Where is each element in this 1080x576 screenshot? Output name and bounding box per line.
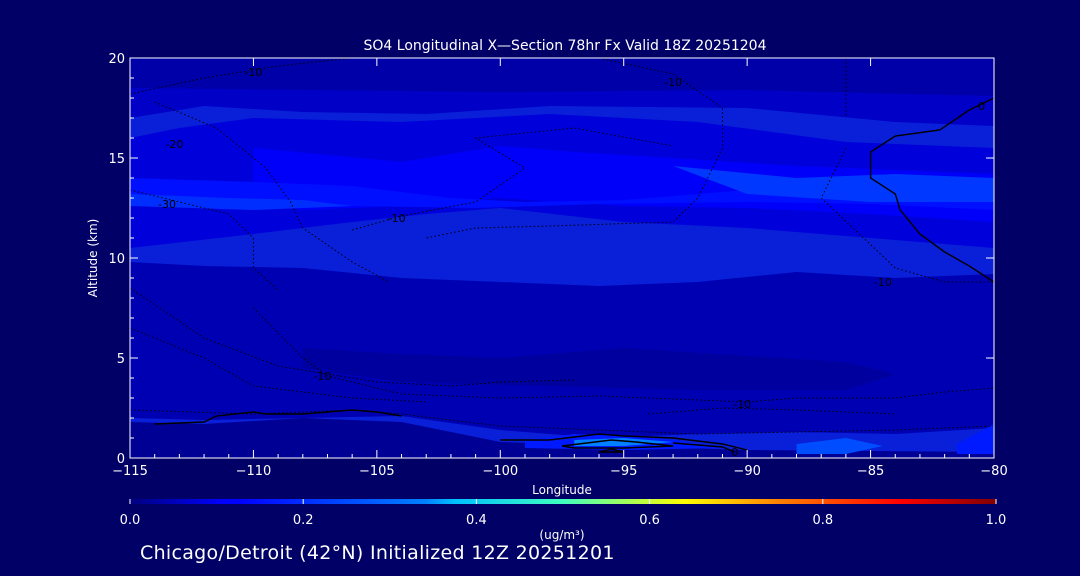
contour-label-3: -20 [165, 138, 183, 151]
x-tick-label-1: −110 [236, 464, 272, 479]
contour-label-5: -10 [874, 276, 892, 289]
concentration-band-4 [130, 178, 994, 210]
contour-line-5 [820, 147, 994, 283]
contour-line-16 [598, 448, 624, 453]
concentration-band-5 [130, 194, 353, 210]
contour-line-12 [869, 97, 994, 283]
contour-line-17 [673, 442, 736, 453]
x-tick-label-0: −115 [112, 464, 148, 479]
contour-line-10 [130, 409, 994, 435]
x-tick-label-2: −105 [359, 464, 395, 479]
concentration-band-9 [130, 418, 994, 458]
contour-label-7: -10 [314, 370, 332, 383]
contour-label-0: -10 [244, 66, 262, 79]
contour-lines [130, 58, 994, 453]
x-tick-label-3: −100 [482, 464, 518, 479]
y-tick-label-1: 5 [117, 352, 125, 367]
x-tick-label-5: −90 [733, 464, 760, 479]
concentration-fills [130, 58, 994, 458]
colorbar-tick-label-1: 0.2 [293, 513, 314, 528]
x-tick-label-6: −85 [857, 464, 884, 479]
contour-label-8: -10 [733, 398, 751, 411]
contour-line-15 [561, 439, 674, 449]
contour-line-13 [154, 409, 402, 425]
contour-line-3 [154, 101, 390, 283]
contour-line-11 [130, 327, 427, 403]
chart-title: SO4 Longitudinal X—Section 78hr Fx Valid… [364, 38, 767, 54]
contour-label-2: -10 [388, 212, 406, 225]
colorbar-tick-label-4: 0.8 [812, 513, 833, 528]
colorbar [130, 499, 996, 504]
y-tick-label-0: 0 [117, 452, 125, 467]
x-tick-label-4: −95 [610, 464, 637, 479]
contour-label-12: 0 [978, 100, 985, 113]
x-tick-label-7: −80 [980, 464, 1007, 479]
x-axis-label: Longitude [532, 483, 592, 497]
concentration-band-12 [796, 438, 883, 454]
y-tick-label-4: 20 [108, 52, 125, 67]
concentration-band-6 [673, 166, 994, 202]
colorbar-tick-label-3: 0.6 [639, 513, 660, 528]
colorbar-units-label: (ug/m³) [539, 528, 584, 542]
y-tick-label-3: 15 [108, 152, 125, 167]
y-axis-ticks: 0 5 10 15 20 [108, 52, 994, 467]
contour-line-0 [130, 58, 353, 95]
concentration-band-7 [130, 262, 994, 438]
contour-line-9 [130, 287, 575, 387]
colorbar-tick-label-5: 1.0 [986, 513, 1007, 528]
x-axis-ticks: −115 −110 −105 −100 −95 −90 −85 −80 [112, 58, 1008, 479]
concentration-band-0 [130, 58, 994, 98]
concentration-band-1 [130, 88, 994, 126]
contour-label-17: 0 [731, 446, 738, 459]
contour-line-8 [648, 407, 896, 415]
concentration-band-8 [302, 348, 896, 390]
colorbar-tick-label-2: 0.4 [466, 513, 487, 528]
y-axis-label: Altitude (km) [86, 219, 100, 298]
colorbar-ticks: 0.0 0.2 0.4 0.6 0.8 1.0 [120, 499, 1007, 528]
contour-label-4: -30 [158, 198, 176, 211]
colorbar-tick-label-0: 0.0 [120, 513, 141, 528]
contour-label-1: -10 [664, 76, 682, 89]
y-tick-label-2: 10 [108, 252, 125, 267]
contour-line-14 [500, 433, 748, 451]
contour-line-7 [253, 307, 994, 403]
run-info-footer: Chicago/Detroit (42°N) Initialized 12Z 2… [140, 542, 615, 564]
concentration-band-13 [957, 424, 994, 454]
contour-labels: -10 -10 -10 -20 -30 -10 -10 -10 0 0 [158, 66, 985, 459]
